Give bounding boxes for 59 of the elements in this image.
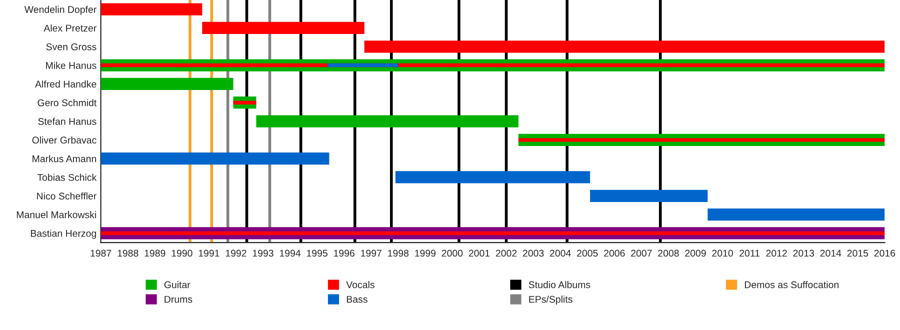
- x-tick-label: 1997: [361, 250, 382, 257]
- bar: [395, 171, 590, 184]
- y-tick-label: Manuel Markowski: [16, 211, 96, 218]
- x-tick-label: 2010: [712, 250, 733, 257]
- x-tick-label: 2008: [658, 250, 679, 257]
- x-tick-label: 1988: [118, 250, 138, 257]
- bar: [100, 231, 885, 236]
- x-tick-label: 1992: [226, 250, 246, 257]
- bar: [100, 152, 330, 165]
- legend-label: Vocals: [346, 281, 374, 288]
- legend-label: Studio Albums: [528, 281, 590, 288]
- x-tick-label: 1991: [198, 250, 220, 257]
- x-tick-label: 1990: [172, 250, 192, 257]
- x-tick-label: 1995: [306, 250, 328, 257]
- x-tick-label: 2006: [604, 250, 625, 257]
- y-tick-label: Wendelin Dopfer: [24, 6, 96, 15]
- x-tick-label: 2015: [847, 250, 868, 257]
- x-tick-label: 2012: [766, 250, 787, 257]
- x-tick-label: 2009: [685, 250, 706, 257]
- x-tick-label: 1987: [90, 250, 112, 257]
- y-tick-label: Oliver Grbavac: [32, 136, 96, 144]
- legend-label: Drums: [164, 296, 192, 303]
- y-tick-label: Sven Gross: [46, 43, 96, 50]
- bar: [708, 208, 885, 221]
- x-tick-label: 2013: [793, 250, 814, 257]
- x-tick-label: 2001: [468, 250, 490, 257]
- y-tick-label: Nico Scheffler: [37, 192, 96, 200]
- bar: [100, 78, 234, 90]
- x-tick-label: 2011: [740, 250, 760, 257]
- x-tick-label: 2000: [442, 250, 463, 257]
- y-tick-label: Markus Amann: [32, 155, 96, 162]
- legend-label: Demos as Suffocation: [744, 281, 838, 288]
- x-tick-label: 1996: [334, 250, 354, 257]
- y-tick-label: Stefan Hanus: [38, 118, 96, 125]
- x-tick-label: 2014: [820, 250, 842, 257]
- x-tick-label: 1998: [388, 250, 409, 257]
- legend-label: Guitar: [164, 281, 190, 288]
- x-tick-label: 2004: [550, 250, 571, 257]
- x-tick-label: 1999: [415, 250, 436, 257]
- y-tick-label: Alex Pretzer: [44, 24, 96, 32]
- legend-label: EPs/Splits: [529, 296, 572, 305]
- y-tick-label: Tobias Schick: [37, 174, 97, 181]
- x-tick-label: 2003: [522, 250, 544, 257]
- x-tick-label: 1993: [252, 250, 274, 257]
- x-tick-label: 2005: [577, 250, 598, 257]
- bar: [518, 138, 885, 142]
- bar: [256, 115, 518, 128]
- legend-label: Bass: [346, 296, 368, 303]
- y-tick-label: Gero Schmidt: [38, 99, 97, 106]
- x-tick-label: 2007: [631, 250, 652, 257]
- x-tick-label: 1994: [280, 250, 301, 257]
- y-tick-label: Bastian Herzog: [30, 230, 96, 239]
- bar: [233, 100, 256, 104]
- y-tick-label: Mike Hanus: [46, 62, 96, 69]
- y-tick-label: Alfred Handke: [35, 80, 96, 88]
- bar: [590, 190, 708, 202]
- x-tick-label: 2016: [874, 250, 896, 257]
- x-tick-label: 2002: [496, 250, 517, 257]
- x-tick-label: 1989: [144, 250, 166, 257]
